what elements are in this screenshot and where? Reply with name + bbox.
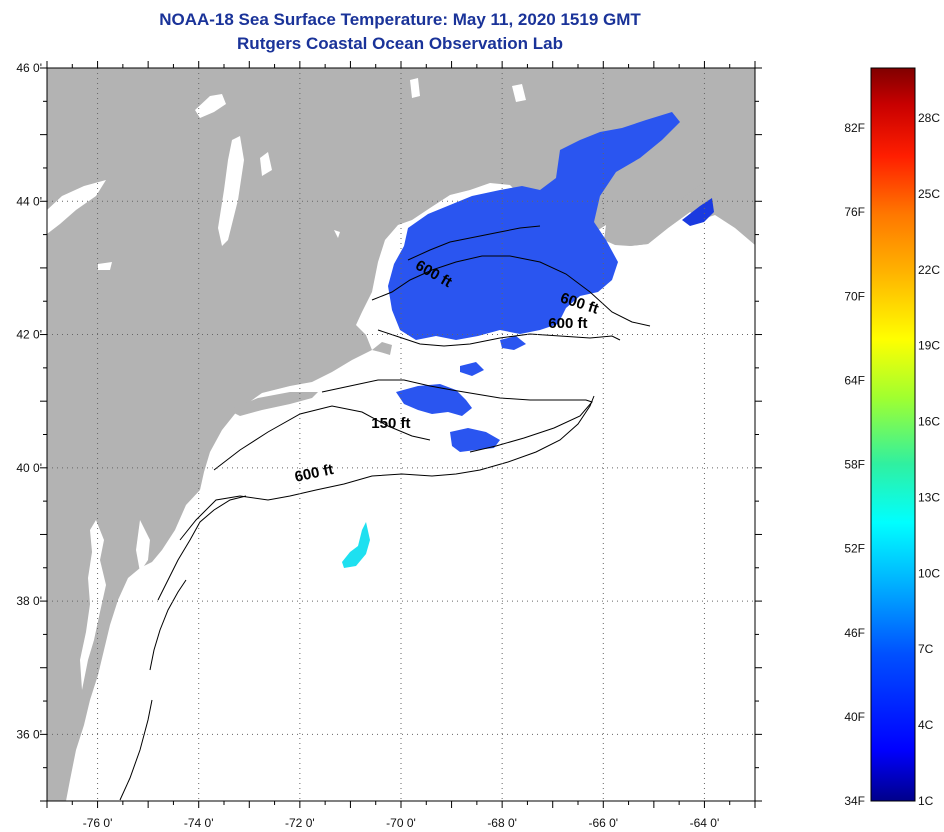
map-subtitle: Rutgers Coastal Ocean Observation Lab bbox=[237, 34, 563, 53]
latitude-label: 36 0' bbox=[16, 727, 42, 741]
colorbar-c-label: 22C bbox=[918, 263, 940, 277]
cape-cod bbox=[372, 342, 392, 355]
sst-georges-bank bbox=[396, 384, 472, 416]
longitude-label: -72 0' bbox=[285, 816, 315, 830]
colorbar-c-label: 7C bbox=[918, 642, 934, 656]
inland-lakes bbox=[47, 78, 526, 270]
latitude-label: 42 0' bbox=[16, 328, 42, 342]
colorbar-c-label: 19C bbox=[918, 339, 940, 353]
colorbar-c-label: 1C bbox=[918, 794, 934, 808]
longitude-label: -76 0' bbox=[83, 816, 113, 830]
colorbar-c-label: 4C bbox=[918, 718, 934, 732]
longitude-label: -68 0' bbox=[487, 816, 517, 830]
sst-shelf-edge-patch bbox=[500, 336, 526, 350]
longitude-label: -64 0' bbox=[690, 816, 720, 830]
land-nova-scotia bbox=[630, 160, 755, 246]
axis-ticks bbox=[40, 61, 762, 808]
sst-southern-patch bbox=[450, 428, 500, 452]
colorbar-f-label: 34F bbox=[844, 794, 865, 808]
latitude-label: 38 0' bbox=[16, 594, 42, 608]
longitude-labels: -76 0' -74 0' -72 0' -70 0' -68 0' -66 0' -64 … bbox=[83, 816, 720, 830]
colorbar-c-label: 16C bbox=[918, 415, 940, 429]
colorbar-f-label: 70F bbox=[844, 289, 865, 303]
longitude-label: -74 0' bbox=[184, 816, 214, 830]
colorbar-celsius-labels: 28C 25C 22C 19C 16C 13C 10C 7C 4C 1C bbox=[918, 111, 940, 808]
graticule bbox=[47, 68, 755, 801]
colorbar bbox=[870, 67, 916, 802]
colorbar-f-label: 82F bbox=[844, 121, 865, 135]
colorbar-fahrenheit-labels: 82F 76F 70F 64F 58F 52F 46F 40F 34F bbox=[844, 121, 865, 808]
map-title: NOAA-18 Sea Surface Temperature: May 11,… bbox=[159, 10, 641, 29]
longitude-label: -70 0' bbox=[386, 816, 416, 830]
colorbar-c-label: 10C bbox=[918, 566, 940, 580]
colorbar-c-label: 25C bbox=[918, 187, 940, 201]
colorbar-f-label: 76F bbox=[844, 205, 865, 219]
contour-label: 150 ft bbox=[371, 415, 410, 432]
sst-warm-patch bbox=[342, 522, 370, 568]
colorbar-f-label: 40F bbox=[844, 710, 865, 724]
chesapeake-bay bbox=[80, 520, 106, 690]
sst-gulf-of-maine bbox=[388, 112, 680, 340]
colorbar-c-label: 13C bbox=[918, 490, 940, 504]
longitude-label: -66 0' bbox=[588, 816, 618, 830]
delaware-bay bbox=[136, 520, 150, 572]
colorbar-f-label: 58F bbox=[844, 458, 865, 472]
latitude-labels: 46 0' 44 0' 42 0' 40 0' 38 0' 36 0' bbox=[16, 61, 42, 741]
contour-label: 600 ft bbox=[548, 315, 587, 332]
latitude-label: 44 0' bbox=[16, 194, 42, 208]
long-island bbox=[228, 392, 318, 416]
map-panel bbox=[47, 68, 755, 801]
sst-east-patch bbox=[682, 198, 714, 226]
colorbar-f-label: 64F bbox=[844, 373, 865, 387]
bathymetry-contours bbox=[119, 225, 651, 801]
latitude-label: 46 0' bbox=[16, 61, 42, 75]
colorbar-f-label: 46F bbox=[844, 626, 865, 640]
latitude-label: 40 0' bbox=[16, 461, 42, 475]
colorbar-c-label: 28C bbox=[918, 111, 940, 125]
sst-mid-patch bbox=[460, 362, 484, 376]
colorbar-f-label: 52F bbox=[844, 542, 865, 556]
